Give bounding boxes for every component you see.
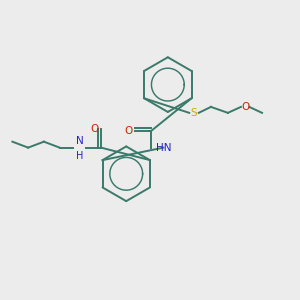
Text: O: O [90,124,98,134]
Text: S: S [191,108,197,118]
Text: O: O [241,102,249,112]
Text: H: H [76,151,83,160]
Text: N: N [76,136,84,146]
Text: O: O [124,126,132,136]
Text: HN: HN [156,142,171,153]
